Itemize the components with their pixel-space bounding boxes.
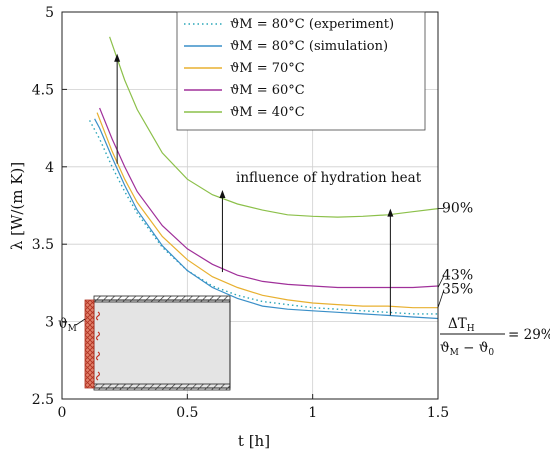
hydration-note: influence of hydration heat bbox=[236, 170, 422, 186]
y-tick-label: 4 bbox=[45, 160, 54, 176]
inset-block bbox=[93, 299, 231, 389]
arrows bbox=[114, 53, 394, 316]
y-tick-label: 2.5 bbox=[32, 392, 54, 408]
legend-label-0: ϑM = 80°C (experiment) bbox=[230, 17, 394, 32]
y-axis-label: λ [W/(m K)] bbox=[8, 162, 26, 250]
x-axis-label: t [h] bbox=[238, 432, 270, 450]
legend-label-3: ϑM = 60°C bbox=[230, 83, 305, 98]
percent-label: 43% bbox=[442, 268, 473, 284]
inset-heater-pattern bbox=[85, 300, 94, 388]
heat-wave-icon bbox=[95, 371, 101, 381]
x-tick-label: 0 bbox=[58, 405, 67, 421]
y-tick-label: 5 bbox=[45, 5, 54, 21]
legend-label-1: ϑM = 80°C (simulation) bbox=[230, 39, 388, 54]
series-lines bbox=[88, 36, 439, 320]
heat-wave-icon bbox=[95, 311, 101, 321]
arrow-head-0 bbox=[114, 53, 121, 62]
inset-label: ϑM bbox=[58, 316, 77, 334]
ratio-numerator: ΔTH bbox=[448, 316, 475, 334]
inset-bottom-insulation bbox=[93, 383, 231, 391]
tick-labels: 0 0.5 1 1.5 2.5 3 3.5 4 4.5 5 bbox=[32, 5, 449, 421]
series-line-1 bbox=[94, 118, 439, 320]
percent-leader bbox=[437, 275, 445, 288]
arrow-head-1 bbox=[219, 190, 226, 199]
series-line-2 bbox=[96, 112, 438, 309]
ratio-result: = 29% bbox=[508, 327, 550, 343]
legend: ϑM = 80°C (experiment) ϑM = 80°C (simulat… bbox=[176, 11, 426, 131]
x-tick-label: 1.5 bbox=[427, 405, 449, 421]
ratio-annotation: ΔTH ϑM − ϑ0 = 29% bbox=[440, 316, 550, 358]
arrow-head-2 bbox=[387, 208, 394, 217]
y-tick-label: 3 bbox=[45, 315, 54, 331]
heat-wave-icon bbox=[95, 331, 101, 341]
legend-label-4: ϑM = 40°C bbox=[230, 105, 305, 120]
percent-label: 90% bbox=[442, 201, 473, 217]
inset-diagram: ϑM bbox=[58, 295, 231, 391]
x-tick-label: 1 bbox=[308, 405, 317, 421]
y-tick-label: 4.5 bbox=[32, 82, 54, 98]
heat-wave-icon bbox=[95, 351, 101, 361]
legend-box bbox=[176, 11, 426, 131]
percent-labels: 90% 43%35% bbox=[437, 201, 473, 308]
percent-leader bbox=[437, 289, 445, 308]
axis-ticks bbox=[61, 11, 439, 400]
inset-top-insulation bbox=[93, 295, 231, 303]
series-line-3 bbox=[99, 107, 439, 289]
series-line-4 bbox=[109, 36, 439, 218]
legend-label-2: ϑM = 70°C bbox=[230, 61, 305, 76]
x-tick-label: 0.5 bbox=[176, 405, 198, 421]
y-tick-label: 3.5 bbox=[32, 237, 54, 253]
percent-label: 35% bbox=[442, 282, 473, 298]
ratio-denominator: ϑM − ϑ0 bbox=[440, 340, 494, 358]
inset-label-leader bbox=[75, 318, 86, 326]
